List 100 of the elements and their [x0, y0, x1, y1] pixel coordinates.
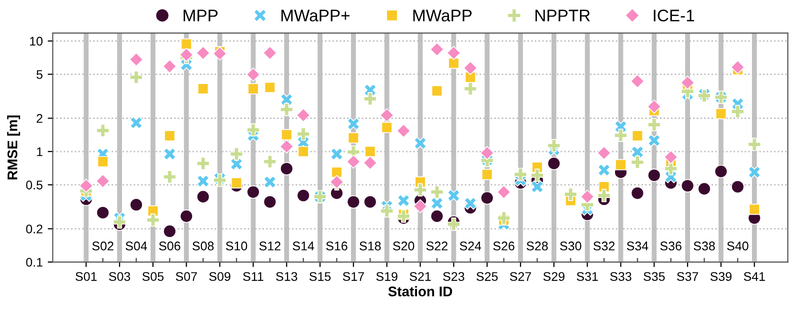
point: [79, 178, 94, 193]
x-tick-label: S11: [243, 272, 264, 281]
x-tick-label: S23: [443, 272, 464, 281]
point: [631, 146, 644, 158]
x-tick-label: S01: [76, 272, 97, 281]
point: [664, 150, 678, 164]
x-tick-label: S09: [209, 272, 230, 281]
point: [281, 129, 292, 140]
x-tick-label: S24: [460, 242, 482, 250]
point: [630, 156, 644, 169]
point: [298, 146, 309, 158]
point: [715, 108, 727, 120]
point: [396, 124, 411, 138]
x-tick-label: S33: [610, 272, 632, 281]
point: [380, 108, 394, 122]
x-tick-label: S40: [727, 242, 748, 250]
point: [648, 168, 661, 182]
x-tick-label: S29: [543, 272, 564, 281]
point: [230, 177, 242, 188]
x-tick-label: S39: [710, 272, 732, 281]
point: [414, 136, 427, 150]
legend-label: MWaPP: [413, 10, 472, 22]
point: [497, 211, 510, 225]
point: [129, 52, 144, 67]
legend-label: NPPTR: [536, 10, 590, 22]
point: [364, 146, 376, 158]
point: [413, 199, 428, 214]
point: [447, 189, 460, 202]
point: [196, 46, 210, 60]
point: [96, 124, 110, 138]
x-tick-label: S12: [259, 242, 280, 250]
point: [162, 59, 177, 74]
point: [630, 186, 644, 200]
point: [464, 196, 477, 210]
x-tick-label: S21: [410, 272, 431, 281]
point: [130, 116, 143, 130]
point: [263, 176, 276, 188]
point: [664, 162, 678, 176]
point: [331, 166, 342, 178]
x-tick-label: S22: [426, 242, 448, 250]
x-tick-label: S16: [326, 242, 348, 250]
point: [179, 48, 194, 62]
point: [246, 123, 260, 136]
y-tick-label: 2: [36, 114, 42, 123]
x-tick-label: S35: [644, 272, 665, 281]
point: [246, 185, 260, 199]
point: [164, 130, 176, 142]
x-tick-label: S15: [309, 272, 331, 281]
point: [680, 179, 694, 192]
point: [514, 168, 528, 182]
point: [280, 93, 294, 106]
point: [698, 182, 711, 196]
x-tick-label: S34: [626, 242, 648, 250]
point: [597, 146, 612, 160]
point: [130, 70, 143, 84]
point: [96, 206, 110, 220]
x-tick-label: S32: [593, 242, 615, 250]
x-tick-label: S03: [109, 272, 130, 281]
point: [630, 74, 644, 88]
y-tick-label: 0.2: [26, 224, 42, 234]
y-axis-title: RMSE [m]: [7, 116, 20, 180]
point: [632, 130, 644, 142]
x-tick-label: S27: [510, 272, 532, 281]
x-tick-label: S06: [159, 242, 180, 250]
x-tick-label: S41: [744, 272, 765, 281]
x-tick-label: S17: [342, 272, 364, 281]
point: [615, 159, 626, 170]
point: [680, 76, 695, 90]
point: [380, 204, 394, 218]
point: [246, 68, 260, 82]
x-tick-label: S02: [92, 242, 114, 250]
point: [347, 117, 360, 130]
point: [196, 174, 210, 188]
point: [431, 85, 443, 96]
point: [647, 100, 662, 114]
point: [296, 188, 310, 202]
point: [346, 154, 360, 169]
point: [580, 190, 594, 204]
point: [262, 46, 277, 60]
point: [97, 156, 108, 168]
point: [530, 180, 544, 194]
point: [648, 134, 661, 147]
x-axis-title: Station ID: [388, 286, 452, 296]
point: [748, 138, 762, 152]
point: [547, 139, 561, 152]
point: [263, 155, 277, 168]
point: [296, 108, 310, 122]
x-tick-label: S07: [176, 272, 197, 281]
legend-label: ICE-1: [654, 10, 694, 22]
point: [463, 60, 478, 75]
x-tick-label: S37: [677, 272, 698, 281]
x-tick-label: S20: [393, 242, 414, 250]
point: [648, 118, 661, 132]
x-tick-label: S08: [192, 242, 214, 250]
legend-label: MPP: [184, 10, 218, 22]
x-tick-label: S05: [142, 272, 164, 281]
legend-label: MWaPP+: [281, 10, 350, 22]
x-tick-label: S36: [660, 242, 682, 250]
point: [496, 185, 511, 200]
point: [530, 168, 544, 182]
